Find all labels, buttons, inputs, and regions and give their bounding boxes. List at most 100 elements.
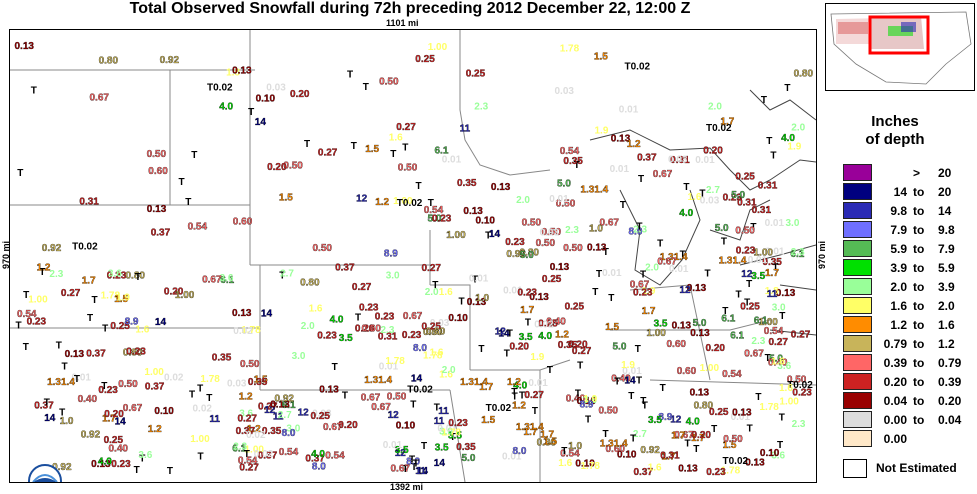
station-value: 0.10 bbox=[617, 450, 637, 461]
station-value: 0.67 bbox=[657, 257, 677, 268]
legend-title-line1: Inches bbox=[871, 113, 919, 130]
station-value: 0.27 bbox=[769, 337, 789, 348]
station-value: T bbox=[92, 295, 98, 306]
station-value: 1.5 bbox=[605, 322, 619, 333]
station-value: 1.00 bbox=[758, 317, 778, 328]
station-value: 0.03 bbox=[312, 408, 332, 419]
station-value: 0.50 bbox=[599, 405, 619, 416]
map-title: Total Observed Snowfall during 72h prece… bbox=[129, 0, 691, 17]
snowfall-map[interactable]: 0.27 0.40 0.20 0.80 0.01 0.01 0.67 1.78 0.54 T 0.6… bbox=[9, 29, 817, 483]
station-value: T bbox=[532, 406, 538, 417]
legend-to-word: to bbox=[913, 375, 925, 389]
legend-range-from: 0.00 bbox=[883, 413, 907, 427]
station-value: 0.35 bbox=[457, 178, 477, 189]
station-value: 0.10 bbox=[256, 94, 276, 105]
station-value: 0.25 bbox=[538, 319, 558, 330]
station-value: 1.9 bbox=[787, 141, 801, 152]
station-value: 1.0 bbox=[475, 293, 489, 304]
station-value: 3.0 bbox=[772, 303, 786, 314]
station-value: 0.02 bbox=[534, 320, 554, 331]
station-value: 0.60 bbox=[606, 444, 626, 455]
station-value: 1.7 bbox=[691, 433, 705, 444]
station-value: 0.03 bbox=[700, 195, 720, 206]
noaa-logo bbox=[28, 464, 62, 482]
station-value: 1.8 bbox=[226, 68, 240, 79]
station-value: 2.0 bbox=[708, 102, 722, 113]
station-value: 1.7 bbox=[661, 451, 675, 462]
station-value: 3.5 bbox=[751, 271, 765, 282]
station-value: T0.02 bbox=[486, 403, 512, 414]
station-value: T bbox=[761, 95, 767, 106]
station-value: T bbox=[16, 321, 22, 332]
station-value: T0.02 bbox=[723, 456, 749, 467]
station-value: 1.00 bbox=[428, 42, 448, 53]
station-value: 0.31 bbox=[660, 451, 680, 462]
station-value: 14 bbox=[489, 229, 501, 240]
station-value: 0.01 bbox=[695, 155, 715, 166]
station-value: 0.40 bbox=[768, 357, 788, 368]
station-value: 0.67 bbox=[371, 402, 391, 413]
station-value: 0.25 bbox=[311, 411, 331, 422]
legend-range-to: 1.2 bbox=[938, 337, 955, 351]
legend-title: Inches of depth bbox=[840, 113, 950, 149]
station-value: 8.0 bbox=[312, 461, 326, 472]
legend-swatch bbox=[843, 202, 872, 219]
station-value: 12 bbox=[495, 327, 507, 338]
station-value: 4.0 bbox=[781, 133, 795, 144]
legend-range-from: 5.9 bbox=[890, 242, 907, 256]
station-value: 0.50 bbox=[379, 76, 399, 87]
station-value: 2.3 bbox=[381, 325, 395, 336]
station-value: T bbox=[332, 362, 338, 373]
station-value: 0.23 bbox=[518, 288, 538, 299]
station-value: 5.0 bbox=[613, 341, 627, 352]
station-value: 2.7 bbox=[278, 410, 292, 421]
legend-range-to: 1.6 bbox=[938, 318, 955, 332]
station-value: 1.78 bbox=[423, 350, 443, 361]
station-value: 0.37 bbox=[637, 152, 657, 163]
legend-swatch bbox=[843, 221, 872, 238]
station-value: 1.7 bbox=[102, 414, 116, 425]
legend-row: 0.00 bbox=[843, 429, 963, 448]
station-value: 0.35 bbox=[212, 352, 232, 363]
station-value: 4.0 bbox=[219, 102, 233, 113]
station-value: T bbox=[628, 391, 634, 402]
not-estimated-label: Not Estimated bbox=[876, 461, 957, 475]
station-value: 11 bbox=[415, 466, 426, 477]
station-value: 2.3 bbox=[474, 102, 488, 113]
station-value: 1.78 bbox=[759, 402, 779, 413]
station-value: 1.00 bbox=[754, 247, 774, 258]
station-value: 0.13 bbox=[550, 262, 570, 273]
station-value: T bbox=[620, 200, 626, 211]
station-value: 0.31 bbox=[737, 197, 757, 208]
station-value: 0.92 bbox=[640, 445, 660, 456]
station-value: 0.40 bbox=[78, 394, 98, 405]
legend-to-word: to bbox=[913, 394, 925, 408]
station-value: 0.50 bbox=[542, 227, 562, 238]
station-value: 0.13 bbox=[463, 206, 483, 217]
station-value: 0.80 bbox=[426, 326, 446, 337]
station-value: 11 bbox=[438, 406, 449, 417]
station-value: T bbox=[642, 401, 648, 412]
station-value: 0.67 bbox=[90, 93, 110, 104]
station-value: 0.50 bbox=[556, 198, 576, 209]
legend-range-to: 0.20 bbox=[938, 394, 962, 408]
station-value: 0.60 bbox=[148, 166, 168, 177]
station-value: T bbox=[304, 139, 310, 150]
station-value: 1.31.4 bbox=[600, 439, 628, 450]
station-value: T bbox=[139, 454, 145, 465]
station-value: 0.54 bbox=[722, 369, 742, 380]
station-value: T0.02 bbox=[72, 241, 98, 252]
station-value: 0.23 bbox=[736, 245, 756, 256]
station-value: 3.5 bbox=[435, 443, 449, 454]
station-value: 0.20 bbox=[104, 409, 124, 420]
station-value: T bbox=[485, 230, 491, 241]
station-value: 1.6 bbox=[309, 303, 323, 314]
station-value: 1.5 bbox=[723, 440, 737, 451]
station-value: 1.7 bbox=[479, 382, 493, 393]
station-value: 0.10 bbox=[396, 420, 416, 431]
station-value: 0.50 bbox=[723, 434, 743, 445]
station-value: 1.5 bbox=[279, 193, 293, 204]
station-value: 0.31 bbox=[670, 155, 690, 166]
legend-row: 7.9 to 9.8 bbox=[843, 220, 963, 239]
station-value: 5.0 bbox=[520, 250, 534, 261]
